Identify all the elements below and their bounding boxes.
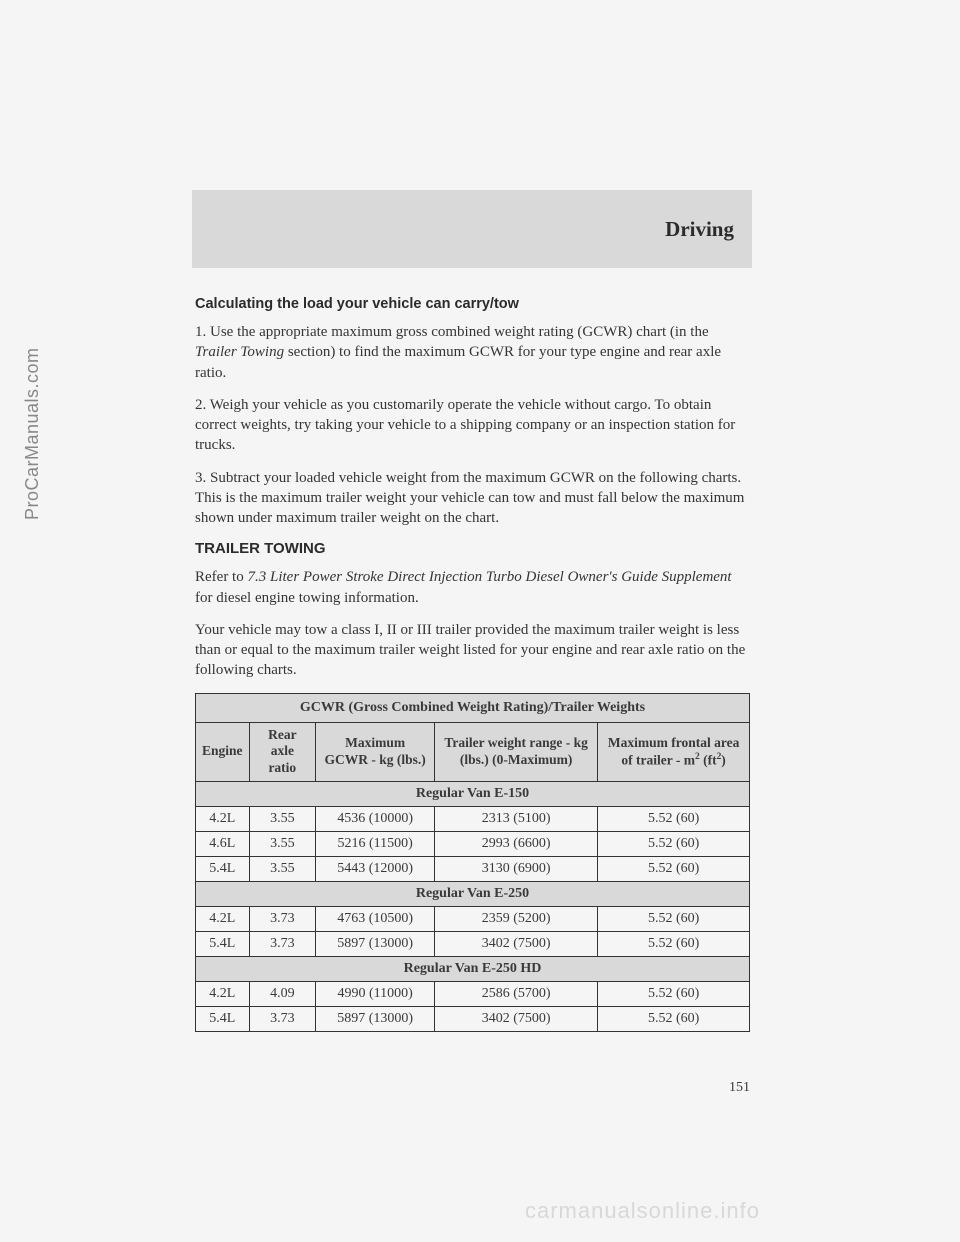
table-cell: 5.52 (60) <box>598 932 750 957</box>
para-step1: 1. Use the appropriate maximum gross com… <box>195 322 750 383</box>
table-header-row: Engine Rear axle ratio Maximum GCWR - kg… <box>196 722 750 782</box>
table-row: 4.2L3.734763 (10500)2359 (5200)5.52 (60) <box>196 907 750 932</box>
table-section-label: Regular Van E-250 <box>196 882 750 907</box>
table-cell: 2993 (6600) <box>435 832 598 857</box>
table-cell: 4.6L <box>196 832 250 857</box>
subheading-calc: Calculating the load your vehicle can ca… <box>195 296 750 312</box>
table-row: 5.4L3.735897 (13000)3402 (7500)5.52 (60) <box>196 932 750 957</box>
table-title: GCWR (Gross Combined Weight Rating)/Trai… <box>196 693 750 722</box>
table-row: 4.2L4.094990 (11000)2586 (5700)5.52 (60) <box>196 982 750 1007</box>
table-cell: 4.2L <box>196 807 250 832</box>
table-cell: 2359 (5200) <box>435 907 598 932</box>
table-cell: 3.55 <box>249 807 316 832</box>
table-section-row: Regular Van E-250 HD <box>196 957 750 982</box>
table-cell: 2586 (5700) <box>435 982 598 1007</box>
para-class: Your vehicle may tow a class I, II or II… <box>195 620 750 681</box>
table-cell: 5.52 (60) <box>598 857 750 882</box>
col-trailer-weight: Trailer weight range - kg (lbs.) (0-Maxi… <box>435 722 598 782</box>
table-cell: 5.4L <box>196 932 250 957</box>
table-cell: 4536 (10000) <box>316 807 435 832</box>
table-cell: 5.52 (60) <box>598 832 750 857</box>
table-row: 4.6L3.555216 (11500)2993 (6600)5.52 (60) <box>196 832 750 857</box>
table-cell: 4.09 <box>249 982 316 1007</box>
table-cell: 3.73 <box>249 907 316 932</box>
para-step2: 2. Weigh your vehicle as you customarily… <box>195 395 750 456</box>
table-section-row: Regular Van E-150 <box>196 782 750 807</box>
header-bar: Driving <box>192 190 752 268</box>
table-cell: 5.52 (60) <box>598 982 750 1007</box>
table-row: 5.4L3.555443 (12000)3130 (6900)5.52 (60) <box>196 857 750 882</box>
gcwr-table: GCWR (Gross Combined Weight Rating)/Trai… <box>195 693 750 1033</box>
table-cell: 3.55 <box>249 832 316 857</box>
table-row: 4.2L3.554536 (10000)2313 (5100)5.52 (60) <box>196 807 750 832</box>
watermark-left: ProCarManuals.com <box>22 347 43 520</box>
table-cell: 5.4L <box>196 857 250 882</box>
para-step3: 3. Subtract your loaded vehicle weight f… <box>195 468 750 529</box>
table-cell: 4.2L <box>196 907 250 932</box>
watermark-bottom: carmanualsonline.info <box>525 1198 760 1224</box>
text-italic: 7.3 Liter Power Stroke Direct Injection … <box>247 569 731 585</box>
table-section-row: Regular Van E-250 <box>196 882 750 907</box>
col-engine: Engine <box>196 722 250 782</box>
col-gcwr: Maximum GCWR - kg (lbs.) <box>316 722 435 782</box>
text: (ft <box>700 752 717 767</box>
text-italic: Trailer Towing <box>195 344 284 360</box>
table-cell: 5.52 (60) <box>598 907 750 932</box>
text: Refer to <box>195 569 247 585</box>
table-cell: 3.55 <box>249 857 316 882</box>
table-section-label: Regular Van E-250 HD <box>196 957 750 982</box>
table-cell: 5.52 (60) <box>598 1007 750 1032</box>
col-ratio: Rear axle ratio <box>249 722 316 782</box>
table-cell: 3.73 <box>249 932 316 957</box>
page-content: Driving Calculating the load your vehicl… <box>195 190 750 1096</box>
table-cell: 3402 (7500) <box>435 932 598 957</box>
section-heading-trailer: TRAILER TOWING <box>195 540 750 557</box>
text: for diesel engine towing information. <box>195 590 419 606</box>
table-cell: 5.4L <box>196 1007 250 1032</box>
table-cell: 4990 (11000) <box>316 982 435 1007</box>
para-refer: Refer to 7.3 Liter Power Stroke Direct I… <box>195 567 750 608</box>
table-cell: 4763 (10500) <box>316 907 435 932</box>
table-cell: 5.52 (60) <box>598 807 750 832</box>
table-cell: 2313 (5100) <box>435 807 598 832</box>
page-title: Driving <box>665 217 734 242</box>
table-title-row: GCWR (Gross Combined Weight Rating)/Trai… <box>196 693 750 722</box>
table-section-label: Regular Van E-150 <box>196 782 750 807</box>
page-number: 151 <box>195 1080 750 1096</box>
table-cell: 5443 (12000) <box>316 857 435 882</box>
table-row: 5.4L3.735897 (13000)3402 (7500)5.52 (60) <box>196 1007 750 1032</box>
col-frontal-area: Maximum frontal area of trailer - m2 (ft… <box>598 722 750 782</box>
text: 1. Use the appropriate maximum gross com… <box>195 324 709 340</box>
text: ) <box>721 752 726 767</box>
table-cell: 3130 (6900) <box>435 857 598 882</box>
table-cell: 5216 (11500) <box>316 832 435 857</box>
table-cell: 3.73 <box>249 1007 316 1032</box>
table-cell: 5897 (13000) <box>316 1007 435 1032</box>
table-cell: 5897 (13000) <box>316 932 435 957</box>
table-cell: 3402 (7500) <box>435 1007 598 1032</box>
table-cell: 4.2L <box>196 982 250 1007</box>
